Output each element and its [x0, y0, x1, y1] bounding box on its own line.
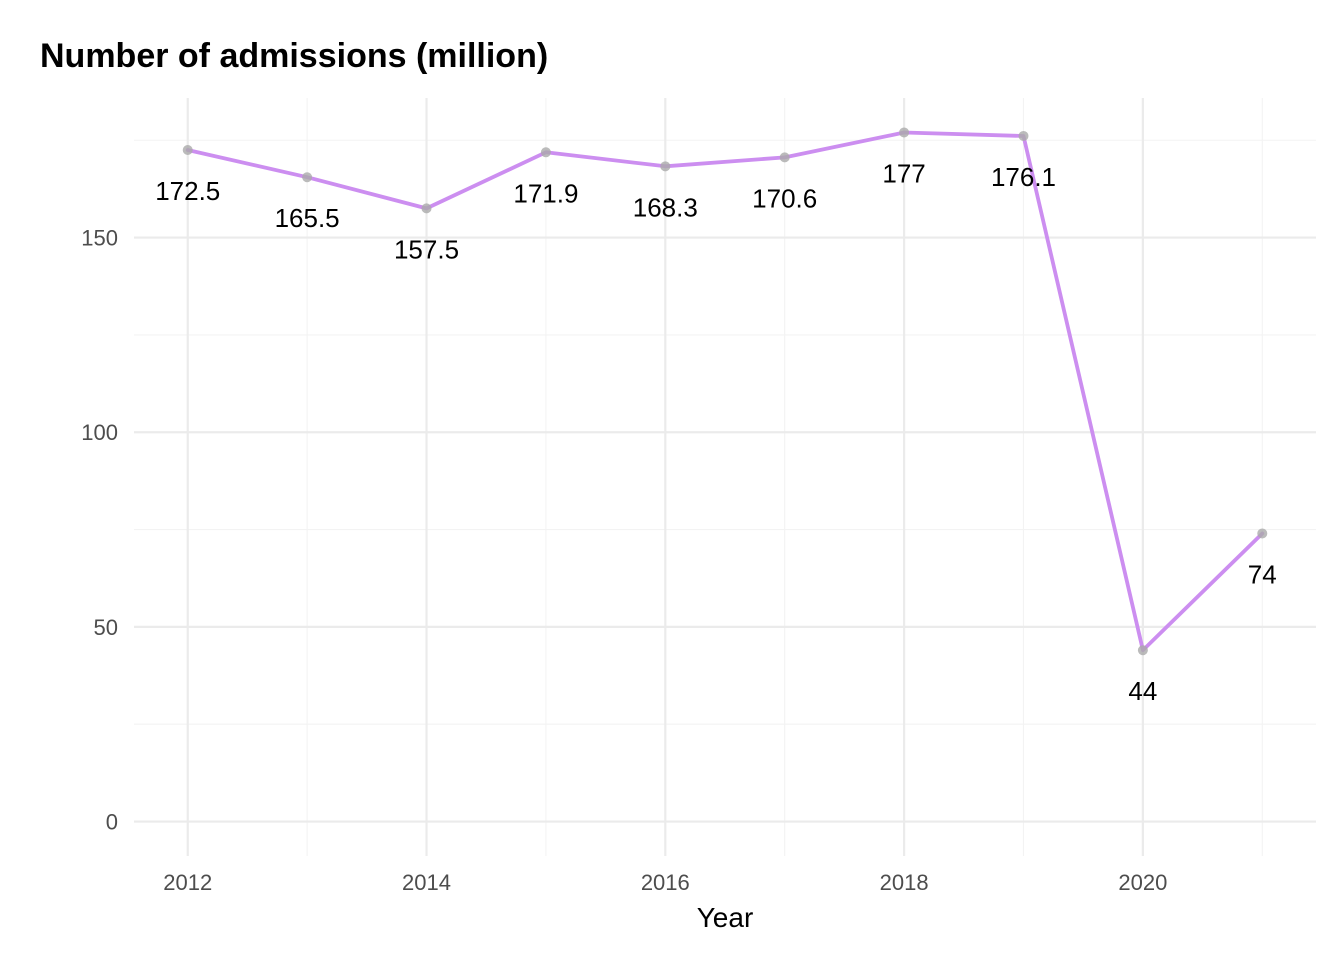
- data-point: [899, 127, 910, 138]
- data-point: [1257, 528, 1268, 539]
- x-tick-label: 2012: [163, 870, 212, 895]
- data-label: 44: [1128, 676, 1157, 706]
- data-label: 172.5: [155, 176, 220, 206]
- y-axis-ticks: 0 50 100 150: [81, 226, 118, 835]
- data-label: 165.5: [275, 203, 340, 233]
- data-point: [540, 147, 551, 158]
- y-tick-label: 100: [81, 420, 118, 445]
- data-label: 170.6: [752, 183, 817, 213]
- data-label: 168.3: [633, 192, 698, 222]
- data-label: 177: [882, 158, 925, 188]
- y-tick-label: 150: [81, 226, 118, 251]
- data-points: [182, 127, 1268, 656]
- data-label: 171.9: [513, 178, 578, 208]
- data-point: [182, 144, 193, 155]
- data-labels: 172.5 165.5 157.5 171.9 168.3 170.6 177 176.1 44…: [155, 158, 1277, 706]
- x-axis-title: Year: [697, 902, 754, 933]
- x-tick-label: 2018: [880, 870, 929, 895]
- grid: [134, 98, 1316, 856]
- data-label: 157.5: [394, 234, 459, 264]
- data-point: [1137, 645, 1148, 656]
- series-line: [185, 130, 1265, 653]
- x-tick-label: 2014: [402, 870, 451, 895]
- x-tick-label: 2020: [1118, 870, 1167, 895]
- y-tick-label: 50: [94, 615, 118, 640]
- data-point: [421, 203, 432, 214]
- data-point: [1018, 130, 1029, 141]
- chart-title: Number of admissions (million): [40, 37, 548, 75]
- x-axis-ticks: 2012 2014 2016 2018 2020: [163, 870, 1167, 895]
- x-tick-label: 2016: [641, 870, 690, 895]
- y-tick-label: 0: [106, 810, 118, 835]
- data-point: [660, 161, 671, 172]
- data-label: 74: [1248, 559, 1277, 589]
- data-point: [302, 172, 313, 183]
- data-point: [779, 152, 790, 163]
- data-label: 176.1: [991, 162, 1056, 192]
